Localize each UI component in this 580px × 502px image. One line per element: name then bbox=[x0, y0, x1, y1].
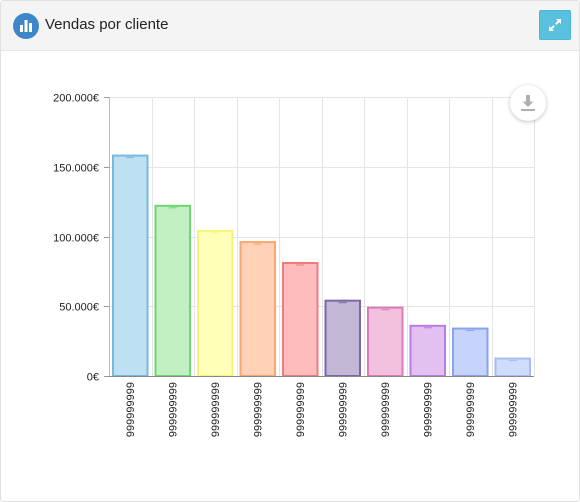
bar bbox=[452, 327, 489, 378]
bar bbox=[282, 262, 319, 378]
x-category-label: 666666666 bbox=[208, 382, 220, 437]
expand-icon bbox=[549, 19, 561, 31]
bar-chart-icon bbox=[13, 13, 39, 39]
bar bbox=[324, 299, 361, 378]
y-tick-label: 50.000€ bbox=[59, 302, 99, 314]
x-category-label: 666666666 bbox=[506, 382, 518, 437]
download-button[interactable] bbox=[510, 85, 546, 121]
y-tick-label: 200.000€ bbox=[53, 93, 99, 105]
x-category-label: 666666666 bbox=[378, 382, 390, 437]
bar bbox=[112, 154, 149, 377]
bar bbox=[494, 357, 531, 377]
x-category-label: 666666666 bbox=[166, 382, 178, 437]
bar bbox=[154, 204, 191, 377]
y-tick-label: 100.000€ bbox=[53, 233, 99, 245]
x-category-label: 666666666 bbox=[293, 382, 305, 437]
bar bbox=[367, 306, 404, 377]
x-category-label: 666666666 bbox=[251, 382, 263, 437]
bar bbox=[409, 324, 446, 377]
x-category-label: 666666666 bbox=[336, 382, 348, 437]
x-category-label: 666666666 bbox=[463, 382, 475, 437]
bar bbox=[239, 241, 276, 377]
panel-title: Vendas por cliente bbox=[45, 16, 169, 33]
download-icon bbox=[521, 95, 535, 111]
bar bbox=[197, 229, 234, 377]
x-category-label: 666666666 bbox=[421, 382, 433, 437]
expand-button[interactable] bbox=[539, 10, 571, 40]
x-category-label: 666666666 bbox=[123, 382, 135, 437]
panel-header: Vendas por cliente bbox=[1, 1, 579, 51]
y-tick-label: 150.000€ bbox=[53, 163, 99, 175]
y-tick-label: 0€ bbox=[87, 372, 99, 384]
